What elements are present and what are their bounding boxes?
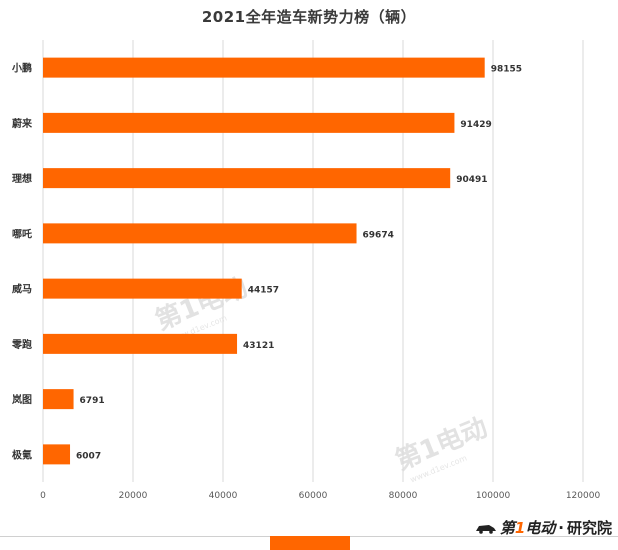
bar [43, 444, 71, 465]
bar [43, 278, 242, 299]
bar [43, 223, 357, 244]
bar [43, 333, 238, 354]
data-labels: 98155 91429 90491 69674 44157 43121 6791 6007 [76, 65, 522, 462]
x-tick-label: 40000 [209, 491, 238, 501]
x-tick-label: 100000 [476, 491, 511, 501]
brand-separator: · [558, 518, 564, 537]
watermark-layer: 第1电动 www.d1ev.com 第1电动 www.d1ev.com [151, 272, 492, 485]
gridlines [42, 40, 584, 482]
car-logo-icon [475, 524, 496, 534]
data-label: 69674 [363, 230, 394, 240]
x-tick-label: 80000 [389, 491, 418, 501]
data-label: 43121 [243, 341, 274, 351]
bar [43, 57, 485, 78]
bar [43, 389, 74, 410]
brand-logo: 第1电动 · 研究院 [475, 517, 612, 538]
bars [43, 57, 485, 465]
data-label: 6791 [80, 396, 105, 406]
data-label: 91429 [460, 120, 491, 130]
x-tick-label: 120000 [566, 491, 601, 501]
x-tick-label: 60000 [299, 491, 328, 501]
category-label: 哪吒 [12, 227, 32, 240]
chart-title: 2021全年造车新势力榜（辆） [201, 8, 417, 26]
bar [43, 168, 451, 189]
category-label: 岚图 [12, 393, 32, 406]
category-label: 零跑 [11, 338, 32, 351]
category-label: 小鹏 [11, 62, 32, 75]
category-label: 蔚来 [12, 117, 33, 130]
data-label: 44157 [248, 286, 279, 296]
category-label: 威马 [12, 283, 32, 296]
bar [43, 112, 455, 133]
x-axis-ticks: 0 20000 40000 60000 80000 100000 120000 [40, 491, 600, 501]
brand-name: 第1电动 [499, 519, 556, 537]
category-label: 理想 [12, 172, 32, 185]
legend-swatch [270, 536, 350, 550]
watermark-logo: 第1电动 www.d1ev.com [391, 412, 492, 485]
data-label: 6007 [76, 451, 101, 461]
category-label: 极氪 [12, 448, 32, 461]
brand-research: 研究院 [566, 519, 612, 537]
data-label: 90491 [456, 175, 487, 185]
x-tick-label: 0 [40, 491, 46, 501]
x-tick-label: 20000 [119, 491, 148, 501]
data-label: 98155 [491, 65, 522, 75]
